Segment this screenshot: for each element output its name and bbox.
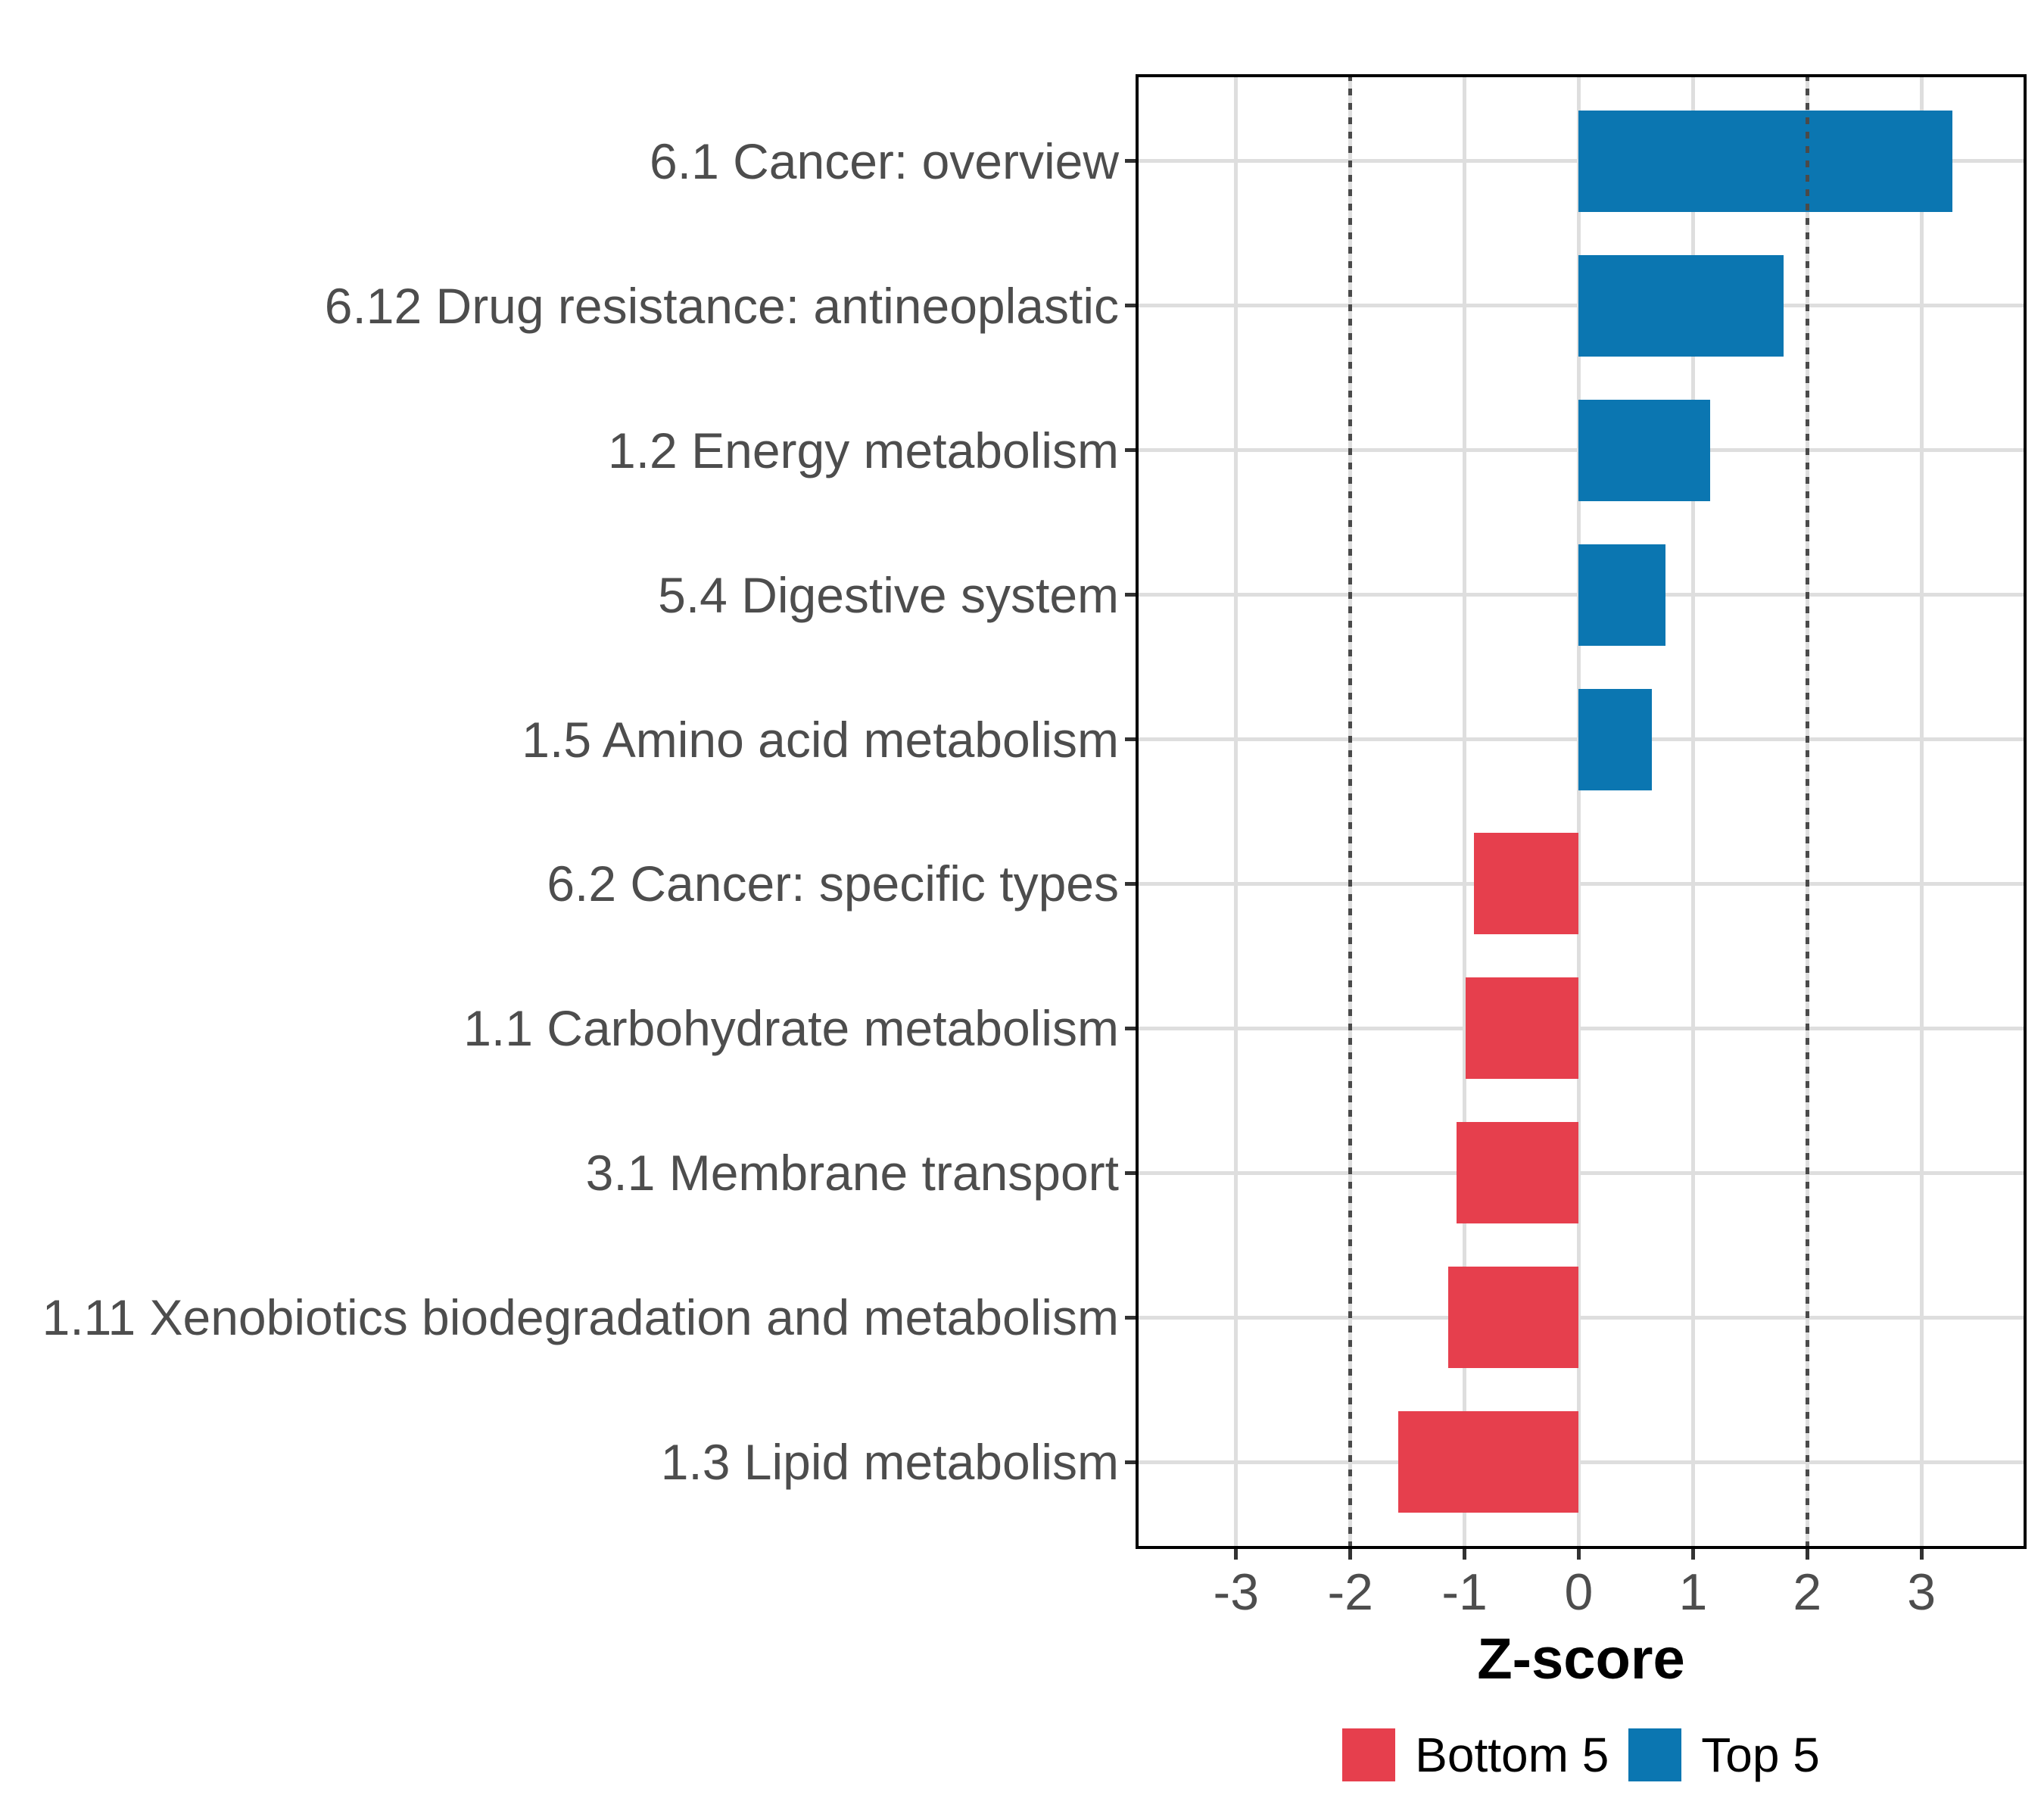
- legend-swatch: [1342, 1728, 1396, 1781]
- y-tick-label: 6.2 Cancer: specific types: [547, 856, 1119, 912]
- y-tick-label: 1.1 Carbohydrate metabolism: [463, 1000, 1119, 1057]
- x-tick-label: -3: [1213, 1563, 1260, 1621]
- x-tick-label: 1: [1678, 1563, 1708, 1621]
- x-tick-mark: [1348, 1549, 1353, 1560]
- bar: [1578, 110, 1952, 212]
- bar: [1578, 688, 1653, 790]
- bar: [1578, 254, 1784, 357]
- legend: Bottom 5 Top 5: [1136, 1728, 2027, 1782]
- y-tick-label: 1.5 Amino acid metabolism: [522, 711, 1119, 768]
- plot-panel: [1136, 74, 2027, 1549]
- x-tick-mark: [1690, 1549, 1695, 1560]
- bar: [1398, 1411, 1579, 1513]
- y-tick-mark: [1125, 737, 1136, 741]
- h-gridline: [1136, 1026, 2027, 1030]
- v-gridline: [1690, 74, 1695, 1549]
- y-tick-label: 1.11 Xenobiotics biodegradation and meta…: [42, 1289, 1119, 1346]
- y-tick-mark: [1125, 1026, 1136, 1030]
- y-tick-mark: [1125, 593, 1136, 597]
- bar: [1466, 977, 1579, 1080]
- legend-swatch: [1628, 1728, 1682, 1781]
- bar: [1578, 399, 1710, 501]
- legend-item: Top 5: [1628, 1728, 1820, 1782]
- y-tick-label: 1.3 Lipid metabolism: [660, 1434, 1119, 1491]
- h-gridline: [1136, 1315, 2027, 1320]
- x-tick-mark: [1805, 1549, 1809, 1560]
- v-gridline: [1919, 74, 1924, 1549]
- legend-label: Top 5: [1701, 1728, 1820, 1782]
- reference-line: [1805, 74, 1809, 1549]
- x-tick-mark: [1234, 1549, 1239, 1560]
- legend-item: Bottom 5: [1342, 1728, 1609, 1782]
- y-tick-mark: [1125, 448, 1136, 453]
- y-tick-mark: [1125, 1170, 1136, 1175]
- y-tick-mark: [1125, 881, 1136, 886]
- x-tick-label: 3: [1907, 1563, 1937, 1621]
- x-tick-mark: [1919, 1549, 1924, 1560]
- x-axis-title: Z-score: [1477, 1627, 1685, 1691]
- y-tick-label: 1.2 Energy metabolism: [608, 422, 1119, 478]
- h-gridline: [1136, 881, 2027, 886]
- bar: [1578, 544, 1666, 646]
- x-tick-label: -2: [1327, 1563, 1373, 1621]
- y-tick-mark: [1125, 1315, 1136, 1320]
- y-tick-mark: [1125, 304, 1136, 308]
- y-tick-label: 3.1 Membrane transport: [585, 1145, 1119, 1201]
- x-tick-mark: [1463, 1549, 1467, 1560]
- bar: [1473, 833, 1579, 935]
- bar: [1448, 1267, 1579, 1369]
- legend-label: Bottom 5: [1415, 1728, 1609, 1782]
- v-gridline: [1234, 74, 1239, 1549]
- x-tick-label: 0: [1564, 1563, 1594, 1621]
- h-gridline: [1136, 1460, 2027, 1464]
- x-tick-label: 2: [1793, 1563, 1822, 1621]
- x-tick-mark: [1576, 1549, 1581, 1560]
- y-tick-mark: [1125, 1460, 1136, 1464]
- y-tick-mark: [1125, 159, 1136, 164]
- h-gridline: [1136, 1170, 2027, 1175]
- reference-line: [1348, 74, 1353, 1549]
- bar: [1457, 1122, 1579, 1224]
- y-tick-label: 6.12 Drug resistance: antineoplastic: [324, 277, 1119, 334]
- v-gridline: [1463, 74, 1467, 1549]
- y-tick-label: 6.1 Cancer: overview: [650, 132, 1119, 189]
- y-tick-label: 5.4 Digestive system: [658, 566, 1119, 623]
- v-gridline: [1576, 74, 1581, 1549]
- x-tick-label: -1: [1441, 1563, 1488, 1621]
